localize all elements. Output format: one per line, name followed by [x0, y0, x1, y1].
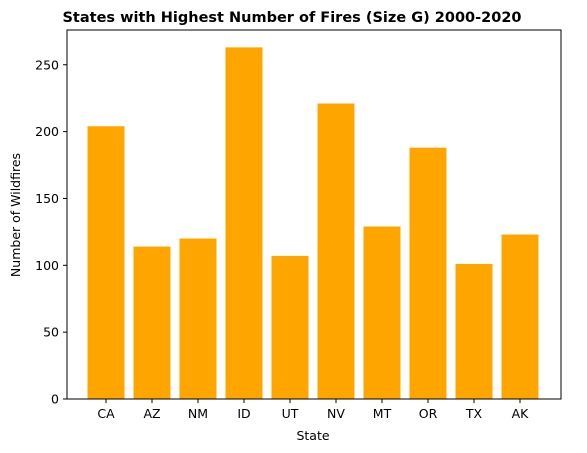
bar-ak	[501, 234, 539, 399]
bar-nm	[179, 238, 217, 399]
chart-title: States with Highest Number of Fires (Siz…	[62, 10, 521, 26]
y-tick-label-100: 100	[35, 258, 59, 273]
bar-ca	[87, 126, 125, 400]
x-tick-label-nm: NM	[188, 406, 208, 421]
x-tick-label-id: ID	[237, 406, 250, 421]
bar-or	[409, 147, 447, 399]
bar-ut	[271, 255, 309, 399]
y-tick-label-50: 50	[43, 325, 59, 340]
y-axis-label: Number of Wildfires	[8, 153, 23, 277]
x-tick-label-ca: CA	[97, 406, 115, 421]
bar-tx	[455, 263, 493, 399]
y-tick-label-0: 0	[51, 392, 59, 407]
x-tick-label-ut: UT	[282, 406, 299, 421]
bar-nv	[317, 103, 355, 400]
x-tick-label-or: OR	[419, 406, 438, 421]
bar-az	[133, 246, 171, 399]
y-axis-ticks: 0 50 100 150 200 250	[35, 57, 67, 407]
y-tick-label-150: 150	[35, 191, 59, 206]
x-axis-label: State	[296, 428, 329, 443]
x-tick-label-nv: NV	[327, 406, 345, 421]
y-tick-label-200: 200	[35, 124, 59, 139]
y-tick-label-250: 250	[35, 57, 59, 72]
bars-group	[87, 47, 539, 400]
bar-mt	[363, 226, 401, 399]
x-tick-label-az: AZ	[143, 406, 160, 421]
x-axis-ticks: CA AZ NM ID UT NV MT OR TX AK	[97, 399, 529, 421]
plot-area-frame	[66, 29, 562, 400]
x-tick-label-mt: MT	[373, 406, 392, 421]
x-tick-label-ak: AK	[512, 406, 530, 421]
bar-id	[225, 47, 263, 400]
x-tick-label-tx: TX	[465, 406, 483, 421]
